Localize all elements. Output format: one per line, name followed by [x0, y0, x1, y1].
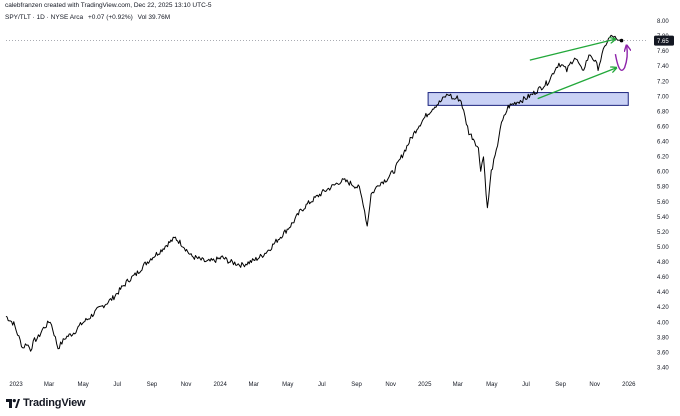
- y-tick-label: 5.40: [657, 215, 669, 221]
- y-tick-label: 6.20: [657, 155, 669, 161]
- x-tick-label: 2023: [9, 382, 23, 388]
- x-tick-label: May: [77, 382, 88, 388]
- x-tick-label: Nov: [385, 382, 396, 388]
- y-tick-label: 4.60: [657, 275, 669, 281]
- last-price-label: 7.65: [657, 39, 669, 45]
- x-tick-label: Jul: [522, 382, 530, 388]
- x-tick-label: 2026: [622, 382, 636, 388]
- y-tick-label: 6.60: [657, 124, 669, 130]
- tradingview-logo-icon: [6, 398, 20, 408]
- curve-arrow: [614, 45, 627, 71]
- x-tick-label: Mar: [249, 382, 259, 388]
- y-tick-label: 4.00: [657, 320, 669, 326]
- y-tick-label: 4.20: [657, 305, 669, 311]
- y-tick-label: 7.20: [657, 79, 669, 85]
- y-tick-label: 5.00: [657, 245, 669, 251]
- channel-upper-arrow: [529, 39, 616, 61]
- y-tick-label: 6.00: [657, 170, 669, 176]
- x-tick-label: Jul: [318, 382, 326, 388]
- x-tick-label: May: [486, 382, 497, 388]
- x-tick-label: Sep: [147, 382, 158, 388]
- chart-credit: calebfranzen created with TradingView.co…: [5, 2, 212, 9]
- symbol-legend: SPY/TLT · 1D · NYSE Arca +0.07 (+0.92%) …: [5, 14, 173, 21]
- y-tick-label: 6.80: [657, 109, 669, 115]
- y-tick-label: 7.40: [657, 64, 669, 70]
- y-tick-label: 3.60: [657, 350, 669, 356]
- y-tick-label: 7.60: [657, 49, 669, 55]
- tradingview-brand[interactable]: TradingView: [6, 397, 86, 409]
- y-axis[interactable]: 3.40 3.60 3.80 4.00 4.20 4.40 4.60 4.80 5.00 5.20…: [654, 19, 674, 371]
- x-tick-label: Nov: [589, 382, 600, 388]
- x-tick-label: Mar: [453, 382, 463, 388]
- last-price-badge: [654, 35, 674, 46]
- price-line: [5, 34, 622, 352]
- legend-change: +0.07 (+0.92%): [87, 14, 133, 21]
- x-tick-label: Nov: [181, 382, 192, 388]
- x-tick-label: Sep: [351, 382, 362, 388]
- brand-name: TradingView: [23, 397, 86, 409]
- y-tick-label: 4.40: [657, 290, 669, 296]
- support-zone-box: [427, 92, 629, 106]
- y-tick-label: 3.40: [657, 365, 669, 371]
- y-tick-label: 8.00: [657, 19, 669, 25]
- x-tick-label: Sep: [555, 382, 566, 388]
- legend-volume: Vol 39.76M: [137, 14, 171, 21]
- last-price-dot: [619, 38, 624, 43]
- support-zone-layer: [427, 92, 629, 106]
- y-tick-label: 4.80: [657, 260, 669, 266]
- x-tick-label: 2024: [213, 382, 227, 388]
- x-tick-label: Jul: [113, 382, 121, 388]
- y-tick-label: 6.40: [657, 140, 669, 146]
- x-tick-label: 2025: [418, 382, 432, 388]
- legend-symbol[interactable]: SPY/TLT · 1D · NYSE Arca: [5, 14, 84, 21]
- annotation-layer: [529, 39, 627, 100]
- y-tick-label: 5.60: [657, 200, 669, 206]
- price-series-layer: [5, 34, 648, 352]
- y-tick-label: 3.80: [657, 335, 669, 341]
- channel-lower-arrow: [537, 68, 617, 100]
- x-tick-label: Mar: [44, 382, 54, 388]
- y-tick-label: 5.80: [657, 185, 669, 191]
- y-tick-label: 5.20: [657, 230, 669, 236]
- x-tick-label: May: [282, 382, 293, 388]
- y-tick-label: 7.00: [657, 94, 669, 100]
- x-axis[interactable]: 2023 Mar May Jul Sep Nov 2024 Mar May Jul Sep Nov 20…: [9, 382, 636, 388]
